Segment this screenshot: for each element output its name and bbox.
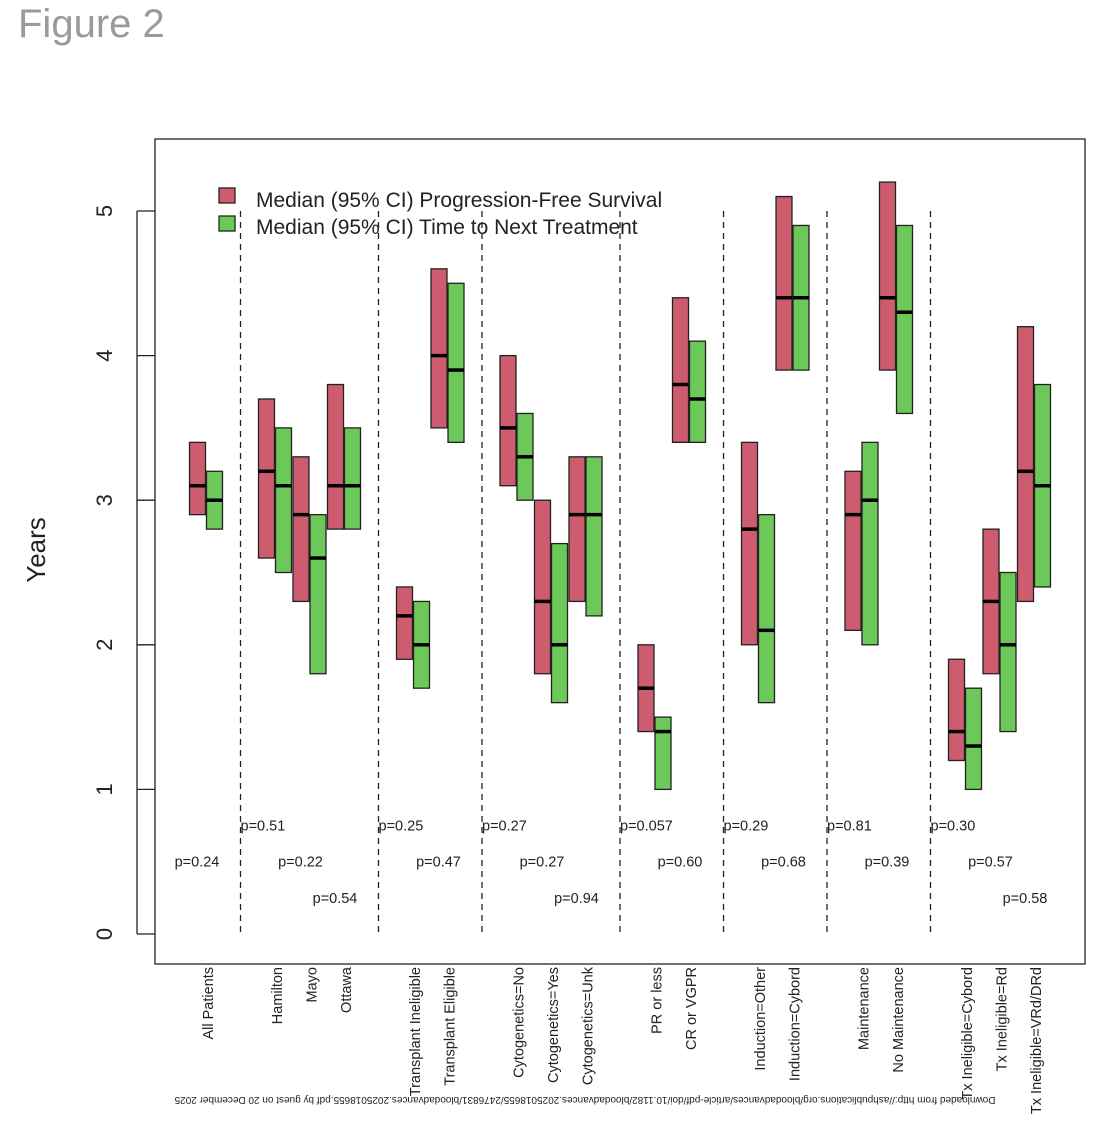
pfs-bar — [188, 441, 207, 516]
p-value-label: p=0.47 — [416, 855, 461, 871]
ttnt-bar — [447, 282, 465, 444]
pfs-bar — [395, 586, 414, 660]
ttnt-bar — [861, 441, 879, 646]
p-value-label: p=0.27 — [520, 855, 565, 871]
p-value-label: p=0.94 — [554, 891, 599, 907]
pfs-bar — [1016, 326, 1035, 603]
x-tick-label: Induction=Cybord — [788, 967, 804, 1081]
ttnt-bar — [964, 687, 983, 791]
ttnt-bar — [895, 224, 914, 415]
ttnt-bar — [585, 456, 603, 617]
y-tick-label: 0 — [92, 928, 117, 940]
pfs-bar — [947, 658, 966, 762]
ttnt-bar — [309, 514, 327, 675]
pfs-bar — [499, 354, 517, 487]
x-tick-label: Mayo — [305, 967, 321, 1002]
x-tick-label: Tx Ineligible=VRd/DRd — [1029, 967, 1045, 1114]
x-tick-label: Maintenance — [857, 967, 873, 1050]
p-value-label: p=0.057 — [620, 819, 673, 835]
legend-label-ttnt: Median (95% CI) Time to Next Treatment — [256, 216, 638, 239]
x-tick-labels: All Patients Hamilton Mayo Ottawa Transplant… — [201, 966, 1045, 1114]
x-tick-label: PR or less — [650, 967, 666, 1034]
p-value-label: p=0.22 — [278, 855, 323, 871]
pfs-bar — [533, 499, 552, 675]
y-axis: 0 1 2 3 4 5 — [92, 205, 155, 940]
pfs-bar — [740, 441, 759, 646]
p-value-label: p=0.29 — [724, 819, 769, 835]
x-tick-label: All Patients — [201, 967, 217, 1040]
p-value-label: p=0.54 — [313, 891, 358, 907]
ttnt-bar — [688, 340, 707, 444]
p-value-label: p=0.51 — [241, 819, 286, 835]
x-tick-label: Cytogenetics=Unk — [581, 966, 597, 1085]
pfs-bar — [326, 383, 345, 530]
figure-title: Figure 2 — [18, 2, 165, 46]
p-value-label: p=0.39 — [865, 855, 910, 871]
x-tick-label: Hamilton — [270, 967, 286, 1024]
p-value-annotations: p=0.24 p=0.51 p=0.22 p=0.54 p=0.25 p=0.47 p=0.… — [175, 819, 1048, 907]
p-value-label: p=0.25 — [379, 819, 424, 835]
x-tick-label: CR or VGPR — [684, 967, 700, 1050]
pfs-bar — [775, 195, 793, 371]
p-value-label: p=0.27 — [482, 819, 527, 835]
x-tick-label: Cytogenetics=No — [512, 967, 528, 1078]
y-tick-label: 5 — [92, 205, 117, 217]
pfs-bar — [430, 268, 448, 429]
legend: Median (95% CI) Progression-Free Surviva… — [218, 187, 662, 239]
legend-swatch-pfs — [218, 187, 236, 204]
x-tick-label: Tx Ineligible=Rd — [995, 967, 1011, 1071]
legend-swatch-ttnt — [218, 215, 236, 232]
pfs-bar — [671, 297, 690, 444]
plot-frame — [154, 138, 1086, 965]
ttnt-bar — [550, 542, 569, 704]
p-value-label: p=0.24 — [175, 855, 220, 871]
y-tick-label: 1 — [92, 783, 117, 795]
x-tick-label: Cytogenetics=Yes — [546, 967, 562, 1083]
y-tick-label: 2 — [92, 639, 117, 651]
pfs-bar — [257, 398, 276, 559]
y-axis-label: Years — [21, 517, 51, 583]
ttnt-bar — [757, 514, 776, 704]
p-value-label: p=0.57 — [968, 855, 1013, 871]
pfs-bar — [568, 456, 586, 603]
legend-label-pfs: Median (95% CI) Progression-Free Surviva… — [256, 189, 662, 212]
p-value-label: p=0.58 — [1003, 891, 1048, 907]
ttnt-bar — [343, 427, 362, 530]
x-tick-label: Transplant Eligible — [443, 967, 459, 1086]
ttnt-bar — [274, 427, 293, 574]
y-tick-label: 3 — [92, 494, 117, 506]
x-tick-label: Transplant Ineligible — [408, 967, 424, 1096]
p-value-label: p=0.30 — [931, 819, 976, 835]
y-tick-label: 4 — [92, 349, 117, 361]
p-value-label: p=0.68 — [761, 855, 806, 871]
ttnt-bar — [999, 571, 1017, 733]
x-tick-label: Induction=Other — [753, 967, 769, 1071]
pfs-bar — [844, 470, 862, 631]
download-watermark: Downloaded from http://ashpublications.o… — [174, 1094, 995, 1105]
pfs-bar — [292, 456, 310, 603]
pfs-bar — [878, 181, 897, 371]
bars — [188, 181, 1052, 791]
p-value-label: p=0.60 — [658, 855, 703, 871]
x-tick-label: Tx Ineligible=Cybord — [960, 967, 976, 1100]
p-value-label: p=0.81 — [827, 819, 872, 835]
ttnt-bar — [654, 716, 672, 791]
x-tick-label: No Maintenance — [891, 967, 907, 1073]
x-tick-label: Ottawa — [339, 966, 355, 1013]
